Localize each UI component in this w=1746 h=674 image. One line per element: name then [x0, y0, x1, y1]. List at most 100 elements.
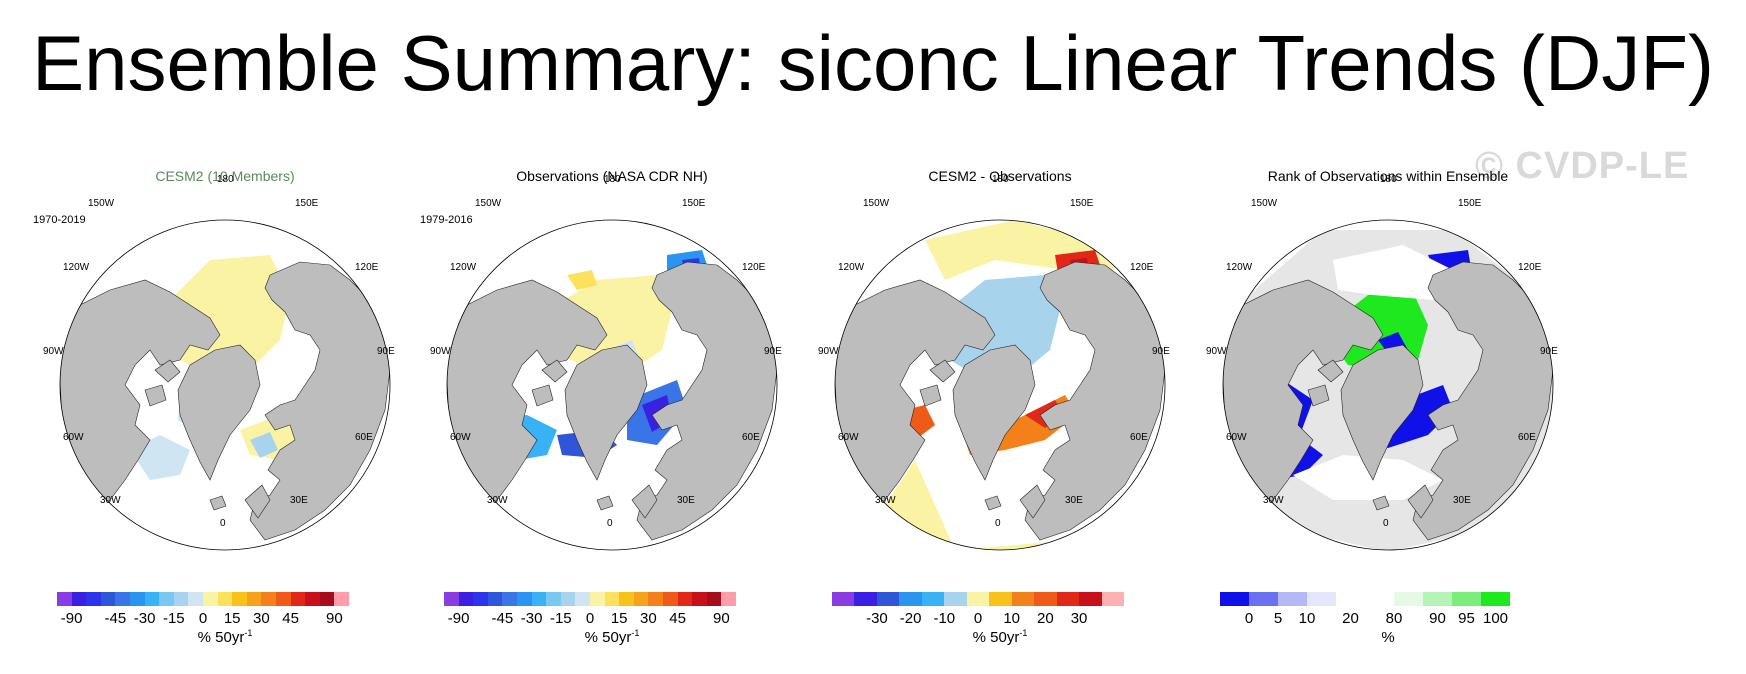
colorbar-ticks: 0 5 10 20 80 90 95 100	[1220, 610, 1510, 628]
lon-label-l1: 150W	[863, 198, 890, 209]
land-polygon	[531, 384, 554, 407]
colorbar-swatch	[1452, 592, 1481, 606]
colorbar-swatch	[473, 592, 488, 606]
land-mask	[447, 261, 777, 541]
lon-label-l1: 150W	[1251, 198, 1278, 209]
lon-label-l2: 120W	[1226, 262, 1253, 273]
colorbar-tick: 20	[1342, 610, 1359, 627]
colorbar-tick: -15	[549, 610, 572, 627]
colorbar-swatch	[575, 592, 590, 606]
lon-label-top: 180	[992, 174, 1009, 185]
lon-label-l2: 120W	[63, 262, 90, 273]
lon-label-l5: 30W	[100, 495, 121, 506]
land-polygon	[1307, 384, 1330, 407]
colorbar-tick: 5	[1273, 610, 1283, 627]
colorbar-tick: -20	[899, 610, 922, 627]
colorbar-swatch	[217, 592, 233, 606]
lon-label-l4: 60W	[450, 432, 471, 443]
colorbar-units: % 50yr-1	[25, 628, 425, 646]
colorbar-swatch	[1220, 592, 1249, 606]
shade-patch	[250, 432, 278, 458]
colorbar-swatch	[57, 592, 72, 606]
colorbar-swatch	[633, 592, 649, 606]
lon-label-bottom: 0	[1383, 518, 1389, 529]
colorbar-swatch	[86, 592, 101, 606]
lon-label-r4: 60E	[1130, 432, 1148, 443]
land-polygon	[144, 384, 167, 407]
colorbar-tick: -90	[447, 610, 470, 627]
colorbar-swatch	[662, 592, 678, 606]
colorbar-tick: -10	[933, 610, 956, 627]
colorbar	[57, 592, 349, 606]
colorbar-swatch	[1336, 592, 1365, 606]
colorbar-tick: 15	[610, 610, 628, 627]
land-polygon	[1317, 359, 1344, 383]
colorbar-swatch	[1101, 592, 1125, 606]
lon-label-l1: 150W	[475, 198, 502, 209]
colorbar-swatch	[1394, 592, 1423, 606]
polar-map	[1222, 219, 1554, 551]
lon-label-l5: 30W	[1263, 495, 1284, 506]
colorbar-swatch	[589, 592, 605, 606]
units-text: %	[1381, 629, 1395, 646]
colorbar-tick: 10	[1298, 610, 1316, 627]
colorbar-swatch	[832, 592, 855, 606]
colorbar-swatch	[692, 592, 707, 606]
lon-label-r1: 150E	[682, 198, 706, 209]
colorbar-swatch	[1307, 592, 1336, 606]
units-text: % 50yr	[584, 629, 632, 646]
lon-label-l5: 30W	[487, 495, 508, 506]
colorbar-swatch	[444, 592, 459, 606]
land-polygon	[952, 344, 1036, 481]
colorbar-swatch	[100, 592, 116, 606]
colorbar-tick: 90	[713, 610, 730, 627]
units-sup: -1	[1019, 628, 1028, 638]
colorbar	[832, 592, 1125, 606]
colorbar-swatch	[721, 592, 736, 606]
colorbar-swatch	[1365, 592, 1394, 606]
lon-label-top: 180	[217, 174, 234, 185]
colorbar-tick: -45	[491, 610, 514, 627]
colorbar-ticks: -90 -45 -30 -15 0 15 30 45 90	[444, 610, 736, 628]
polar-map	[59, 219, 391, 551]
colorbar-swatch	[989, 592, 1012, 606]
land-polygon	[177, 344, 261, 481]
colorbar-swatch	[458, 592, 474, 606]
colorbar-swatch	[319, 592, 335, 606]
land-polygon	[631, 484, 658, 519]
lon-label-r2: 120E	[742, 262, 766, 273]
colorbar-ticks: -90 -45 -30 -15 0 15 30 45 90	[57, 610, 349, 628]
colorbar-tick: 90	[326, 610, 343, 627]
colorbar-swatch	[1056, 592, 1080, 606]
colorbar-swatch	[1079, 592, 1102, 606]
lon-label-bottom: 0	[995, 518, 1001, 529]
colorbar-tick: 0	[198, 610, 208, 627]
lon-label-l3: 90W	[43, 346, 64, 357]
colorbar-swatch	[966, 592, 990, 606]
colorbar-swatch	[144, 592, 160, 606]
lon-label-r5: 30E	[1453, 495, 1471, 506]
lon-label-l4: 60W	[1226, 432, 1247, 443]
land-polygon	[596, 495, 614, 511]
lon-label-l1: 150W	[88, 198, 115, 209]
watermark: © CVDP-LE	[1475, 145, 1690, 187]
land-polygon	[1019, 484, 1046, 519]
colorbar-swatch	[944, 592, 967, 606]
land-polygon	[1407, 484, 1434, 519]
lon-label-r2: 120E	[1518, 262, 1542, 273]
polar-map	[834, 219, 1166, 551]
land-polygon	[154, 359, 181, 383]
units-text: % 50yr	[972, 629, 1020, 646]
colorbar-tick: 30	[1070, 610, 1088, 627]
colorbar-swatch	[202, 592, 218, 606]
colorbar-units: % 50yr-1	[800, 628, 1200, 646]
lon-label-top: 180	[604, 174, 621, 185]
colorbar-units: %	[1188, 628, 1588, 646]
land-polygon	[209, 495, 227, 511]
colorbar-tick: -15	[162, 610, 185, 627]
shade-patch	[547, 275, 672, 372]
panel-title: CESM2 (10 Members)	[155, 168, 295, 184]
colorbar-ticks: -30 -20 -10 0 10 20 30	[832, 610, 1124, 628]
lon-label-r5: 30E	[677, 495, 695, 506]
